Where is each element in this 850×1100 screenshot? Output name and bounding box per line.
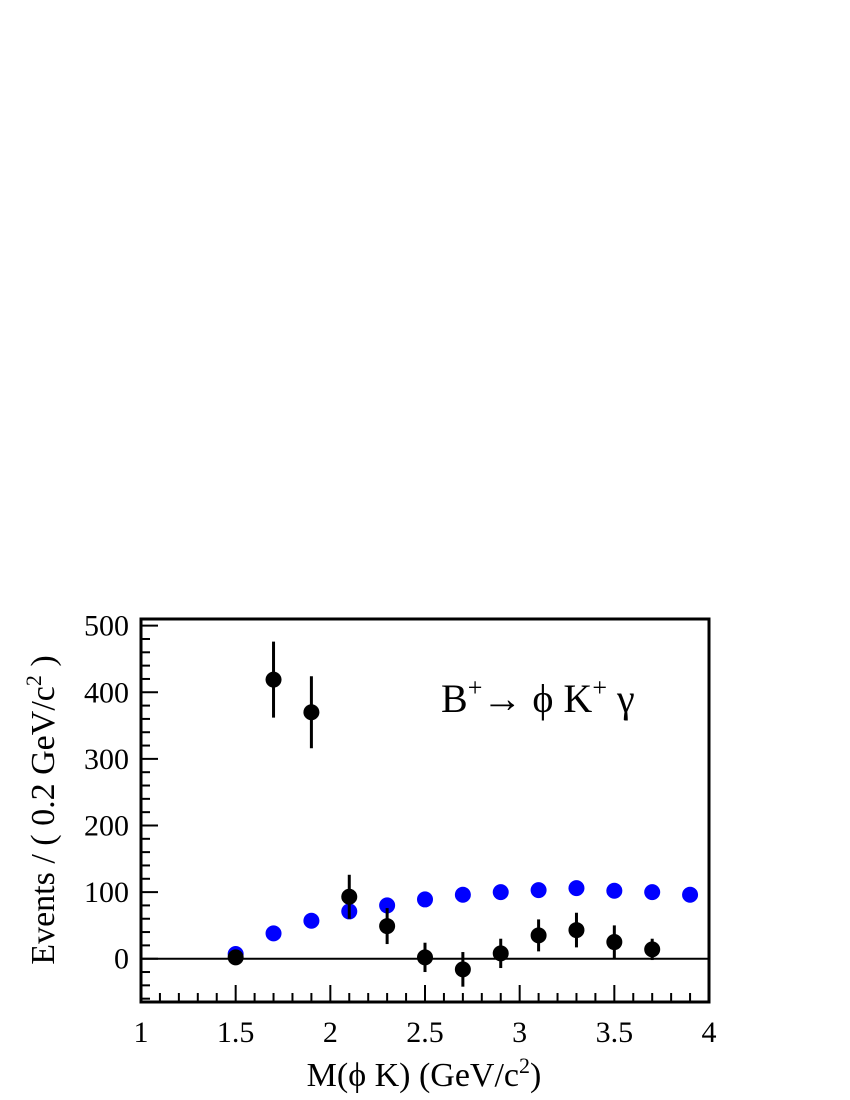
x-tick-label: 3.5 — [596, 1016, 634, 1049]
black-data-point — [568, 922, 585, 939]
x-axis-title: M(ϕ K) (GeV/c2) — [307, 1053, 542, 1094]
x-tick-label: 4 — [702, 1016, 717, 1049]
blue-data-point — [682, 886, 699, 903]
x-tick-label: 2 — [323, 1016, 338, 1049]
black-data-point — [492, 945, 509, 962]
x-tick-label: 3 — [512, 1016, 527, 1049]
x-tick-label: 1 — [134, 1016, 149, 1049]
blue-data-point — [417, 891, 433, 908]
ticks — [140, 624, 710, 1002]
decay-annotation: B+→ ϕ K+ γ — [441, 673, 635, 721]
y-axis-title: Events / ( 0.2 GeV/c2 ) — [21, 655, 62, 964]
blue-data-point — [568, 880, 585, 897]
blue-data-point — [303, 912, 320, 929]
blue-data-point — [644, 884, 661, 901]
black-data-point — [341, 888, 358, 905]
black-data-point — [454, 961, 471, 978]
tick-labels: 1 1.5 2 2.5 3 3.5 4 0 100 200 300 400 500 — [84, 610, 717, 1049]
y-tick-label: 400 — [84, 676, 129, 709]
y-tick-label: 100 — [84, 876, 129, 909]
black-data-point — [644, 941, 661, 958]
blue-data-point — [530, 882, 547, 899]
data-points — [227, 641, 699, 987]
y-tick-label: 500 — [84, 610, 129, 643]
blue-data-point — [265, 925, 282, 942]
black-data-point — [303, 704, 320, 721]
blue-data-point — [606, 882, 623, 899]
x-tick-label: 1.5 — [217, 1016, 255, 1049]
y-tick-label: 0 — [114, 943, 129, 976]
y-tick-label: 300 — [84, 743, 129, 776]
black-data-point — [530, 927, 547, 944]
black-data-point — [606, 934, 623, 951]
blue-data-point — [454, 886, 471, 903]
x-tick-label: 2.5 — [406, 1016, 444, 1049]
y-tick-label: 200 — [84, 809, 129, 842]
blue-data-point — [492, 884, 509, 901]
black-data-point — [265, 671, 282, 688]
black-data-point — [227, 949, 244, 966]
black-data-point — [417, 949, 433, 966]
blue-data-point — [379, 897, 396, 914]
black-data-point — [379, 918, 396, 935]
